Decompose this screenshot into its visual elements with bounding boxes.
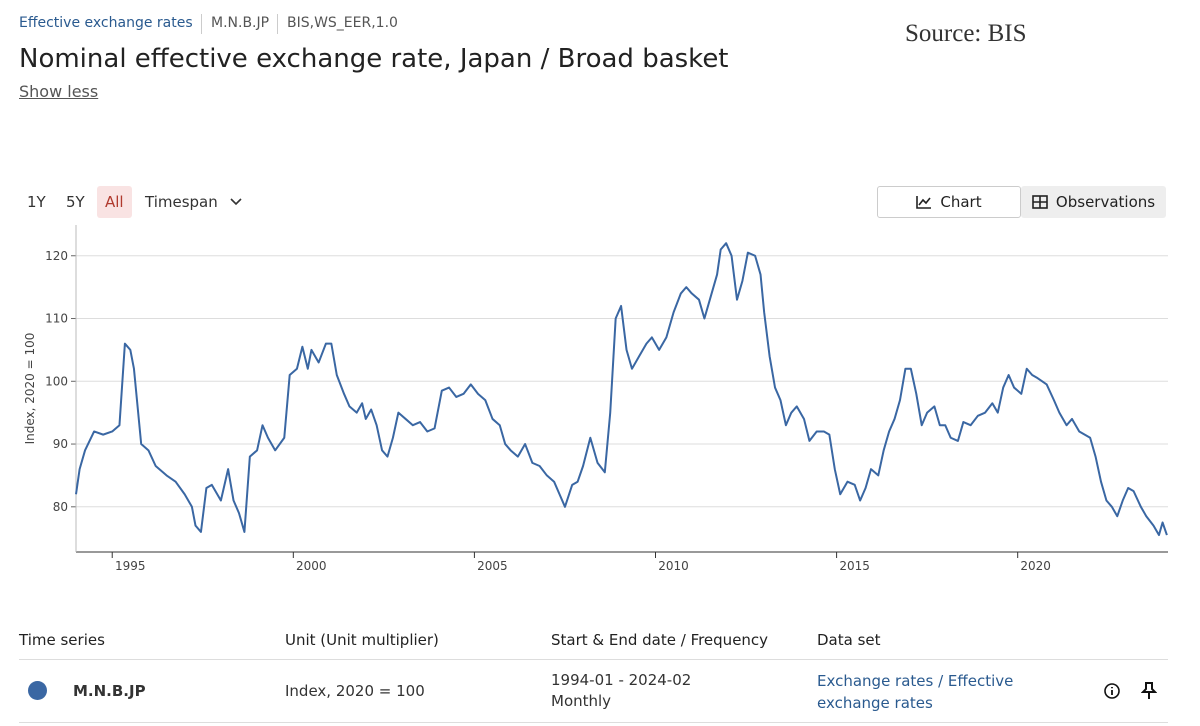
range-button[interactable]: 5Y xyxy=(66,193,85,211)
x-tick-label: 1995 xyxy=(115,559,146,573)
breadcrumb-link[interactable]: Effective exchange rates xyxy=(19,15,193,31)
dataset-link[interactable]: Exchange rates / Effective exchange rate… xyxy=(817,672,1014,712)
column-header: Time series xyxy=(19,631,105,649)
divider xyxy=(19,659,1168,660)
chart-tab[interactable]: Chart xyxy=(877,186,1021,218)
observations-tab[interactable]: Observations xyxy=(1021,186,1166,218)
source: Source: BIS xyxy=(905,20,1027,47)
show-less[interactable]: Show less xyxy=(19,82,99,101)
tab-label: Observations xyxy=(1055,193,1156,211)
divider xyxy=(19,722,1168,723)
x-tick-label: 2010 xyxy=(658,559,689,573)
table-icon xyxy=(1032,195,1048,209)
chevron xyxy=(229,198,242,206)
timespan-label: Timespan xyxy=(145,193,218,211)
y-axis-title: Index, 2020 = 100 xyxy=(23,333,37,445)
unit: Index, 2020 = 100 xyxy=(285,682,425,700)
y-tick-label: 120 xyxy=(45,249,68,263)
x-tick-label: 2000 xyxy=(296,559,327,573)
breadcrumb: M.N.B.JP xyxy=(211,15,270,31)
y-tick-label: 90 xyxy=(53,437,68,451)
frequency: Monthly xyxy=(551,692,612,710)
y-tick-label: 100 xyxy=(45,374,68,388)
pin-icon[interactable] xyxy=(1141,682,1157,700)
column-header: Start & End date / Frequency xyxy=(551,631,769,649)
info-icon[interactable] xyxy=(1103,682,1121,700)
x-tick-label: 2020 xyxy=(1020,559,1051,573)
separator xyxy=(201,14,202,34)
data-line xyxy=(75,242,1168,537)
tab-label: Chart xyxy=(940,193,982,211)
x-tick-label: 2015 xyxy=(839,559,870,573)
series-code: M.N.B.JP xyxy=(73,682,146,700)
column-header: Unit (Unit multiplier) xyxy=(285,631,439,649)
separator xyxy=(277,14,278,34)
column-header: Data set xyxy=(817,631,881,649)
range-button[interactable]: All xyxy=(97,186,132,218)
timespan-dropdown[interactable]: Timespan xyxy=(137,186,251,218)
y-tick-label: 110 xyxy=(45,312,68,326)
chart-icon xyxy=(916,196,932,209)
series-dot xyxy=(28,681,47,700)
chart: Index, 2020 = 100 80 90 100 110 120 1995 2000 20… xyxy=(23,225,1168,573)
y-tick-label: 80 xyxy=(53,500,68,514)
breadcrumb: BIS,WS_EER,1.0 xyxy=(287,15,398,31)
page-title: Nominal effective exchange rate, Japan /… xyxy=(19,44,729,74)
date-range: 1994-01 - 2024-02 xyxy=(551,671,692,689)
range-button[interactable]: 1Y xyxy=(27,193,46,211)
x-tick-label: 2005 xyxy=(477,559,508,573)
